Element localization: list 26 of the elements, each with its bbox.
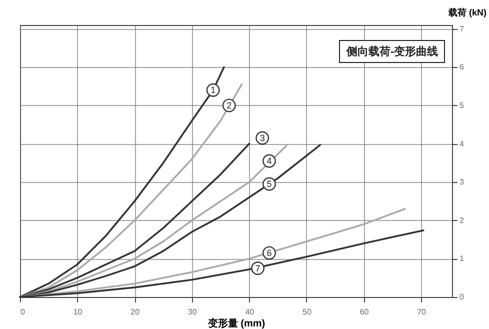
y-tick-label: 7	[460, 24, 464, 34]
x-tick-label: 60	[360, 308, 370, 316]
text: 侧向载荷-变形曲线	[339, 40, 445, 63]
annotation: 3	[260, 133, 265, 144]
y-tick-label: 3	[460, 178, 464, 187]
x-tick-label: 20	[130, 308, 140, 316]
x-tick-label: 40	[245, 308, 255, 316]
y-tick-label: 4	[460, 139, 464, 148]
y-tick-label: 6	[460, 62, 464, 72]
x-axis-title: 变形量 (mm)	[206, 318, 266, 329]
y-tick-label: 5	[460, 100, 464, 110]
x-tick-label: 10	[73, 308, 83, 316]
y-tick-label: 1	[460, 254, 464, 264]
annotation: 4	[266, 156, 272, 166]
y-axis-title: 载荷 (kN)	[448, 8, 486, 18]
y-tick-label: 0	[460, 292, 464, 302]
annotation: 5	[266, 178, 272, 189]
x-tick-label: 30	[188, 308, 198, 316]
y-tick-label: 2	[460, 216, 464, 225]
annotation: 7	[255, 263, 260, 274]
x-tick-label: 0	[20, 308, 26, 316]
annotation: 6	[266, 248, 272, 258]
annotation: 1	[210, 85, 216, 96]
annotation: 2	[226, 100, 232, 110]
x-tick-label: 50	[302, 308, 312, 316]
x-tick-label: 70	[417, 308, 427, 316]
